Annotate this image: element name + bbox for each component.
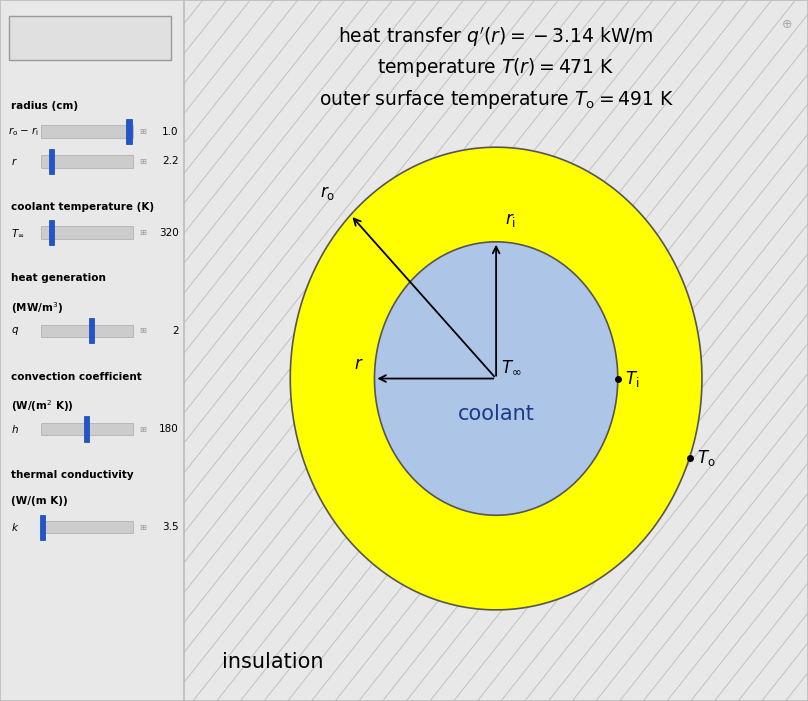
FancyBboxPatch shape: [40, 325, 133, 337]
Text: ⊕: ⊕: [782, 18, 793, 31]
Text: convection coefficient: convection coefficient: [11, 372, 141, 381]
Text: ▼: ▼: [157, 33, 164, 43]
Text: 180: 180: [159, 424, 179, 434]
Text: (W/(m$^2$ K)): (W/(m$^2$ K)): [11, 398, 74, 414]
Text: $r_{\mathrm{o}}$: $r_{\mathrm{o}}$: [320, 184, 335, 203]
Text: ⊞: ⊞: [140, 327, 146, 335]
Text: 320: 320: [159, 228, 179, 238]
Text: temperature $T(r) = 471$ K: temperature $T(r) = 471$ K: [377, 56, 615, 79]
Text: heat transfer $q'(r) = -3.14$ kW/m: heat transfer $q'(r) = -3.14$ kW/m: [339, 25, 654, 48]
Text: outer surface temperature $T_{\mathrm{o}} = 491$ K: outer surface temperature $T_{\mathrm{o}…: [318, 88, 674, 111]
Text: diagram: diagram: [24, 32, 76, 44]
FancyBboxPatch shape: [49, 149, 54, 174]
Text: coolant temperature (K): coolant temperature (K): [11, 202, 154, 212]
Text: $q$: $q$: [11, 325, 19, 337]
Text: heat generation: heat generation: [11, 273, 106, 283]
Text: thermal conductivity: thermal conductivity: [11, 470, 133, 479]
Text: 2: 2: [172, 326, 179, 336]
FancyBboxPatch shape: [49, 220, 54, 245]
Text: ⊞: ⊞: [140, 425, 146, 433]
Text: radius (cm): radius (cm): [11, 101, 78, 111]
Polygon shape: [290, 147, 702, 610]
Text: $-\ r_{\mathrm{i}}$: $-\ r_{\mathrm{i}}$: [19, 125, 39, 138]
Text: $k$: $k$: [11, 521, 19, 533]
FancyBboxPatch shape: [40, 226, 133, 239]
Text: $T_{\infty}$: $T_{\infty}$: [11, 227, 24, 238]
FancyBboxPatch shape: [40, 423, 133, 435]
Polygon shape: [374, 242, 618, 515]
Text: (W/(m K)): (W/(m K)): [11, 496, 68, 506]
Text: $T_{\mathrm{o}}$: $T_{\mathrm{o}}$: [697, 448, 716, 468]
Text: (MW/m$^3$): (MW/m$^3$): [11, 300, 63, 316]
Text: coolant: coolant: [457, 404, 535, 423]
Text: 3.5: 3.5: [162, 522, 179, 532]
Text: ⊞: ⊞: [140, 128, 146, 136]
FancyBboxPatch shape: [40, 515, 45, 540]
Text: $r$: $r$: [11, 156, 18, 167]
FancyBboxPatch shape: [84, 416, 89, 442]
FancyBboxPatch shape: [9, 16, 171, 60]
Text: $r_{\mathrm{o}}$: $r_{\mathrm{o}}$: [8, 125, 19, 138]
Text: ⊞: ⊞: [140, 157, 146, 165]
Text: 1.0: 1.0: [162, 127, 179, 137]
Text: insulation: insulation: [221, 653, 323, 672]
Text: 2.2: 2.2: [162, 156, 179, 166]
FancyBboxPatch shape: [126, 119, 132, 144]
Text: ⊞: ⊞: [140, 229, 146, 237]
Text: $T_{\infty}$: $T_{\infty}$: [501, 358, 522, 376]
Text: ⊞: ⊞: [140, 523, 146, 531]
Text: $r_{\mathrm{i}}$: $r_{\mathrm{i}}$: [506, 211, 516, 229]
Text: $h$: $h$: [11, 423, 19, 435]
FancyBboxPatch shape: [40, 125, 133, 138]
Text: $r$: $r$: [354, 355, 364, 373]
Text: $T_{\mathrm{i}}$: $T_{\mathrm{i}}$: [625, 369, 640, 388]
FancyBboxPatch shape: [40, 155, 133, 168]
FancyBboxPatch shape: [89, 318, 94, 343]
FancyBboxPatch shape: [40, 521, 133, 533]
